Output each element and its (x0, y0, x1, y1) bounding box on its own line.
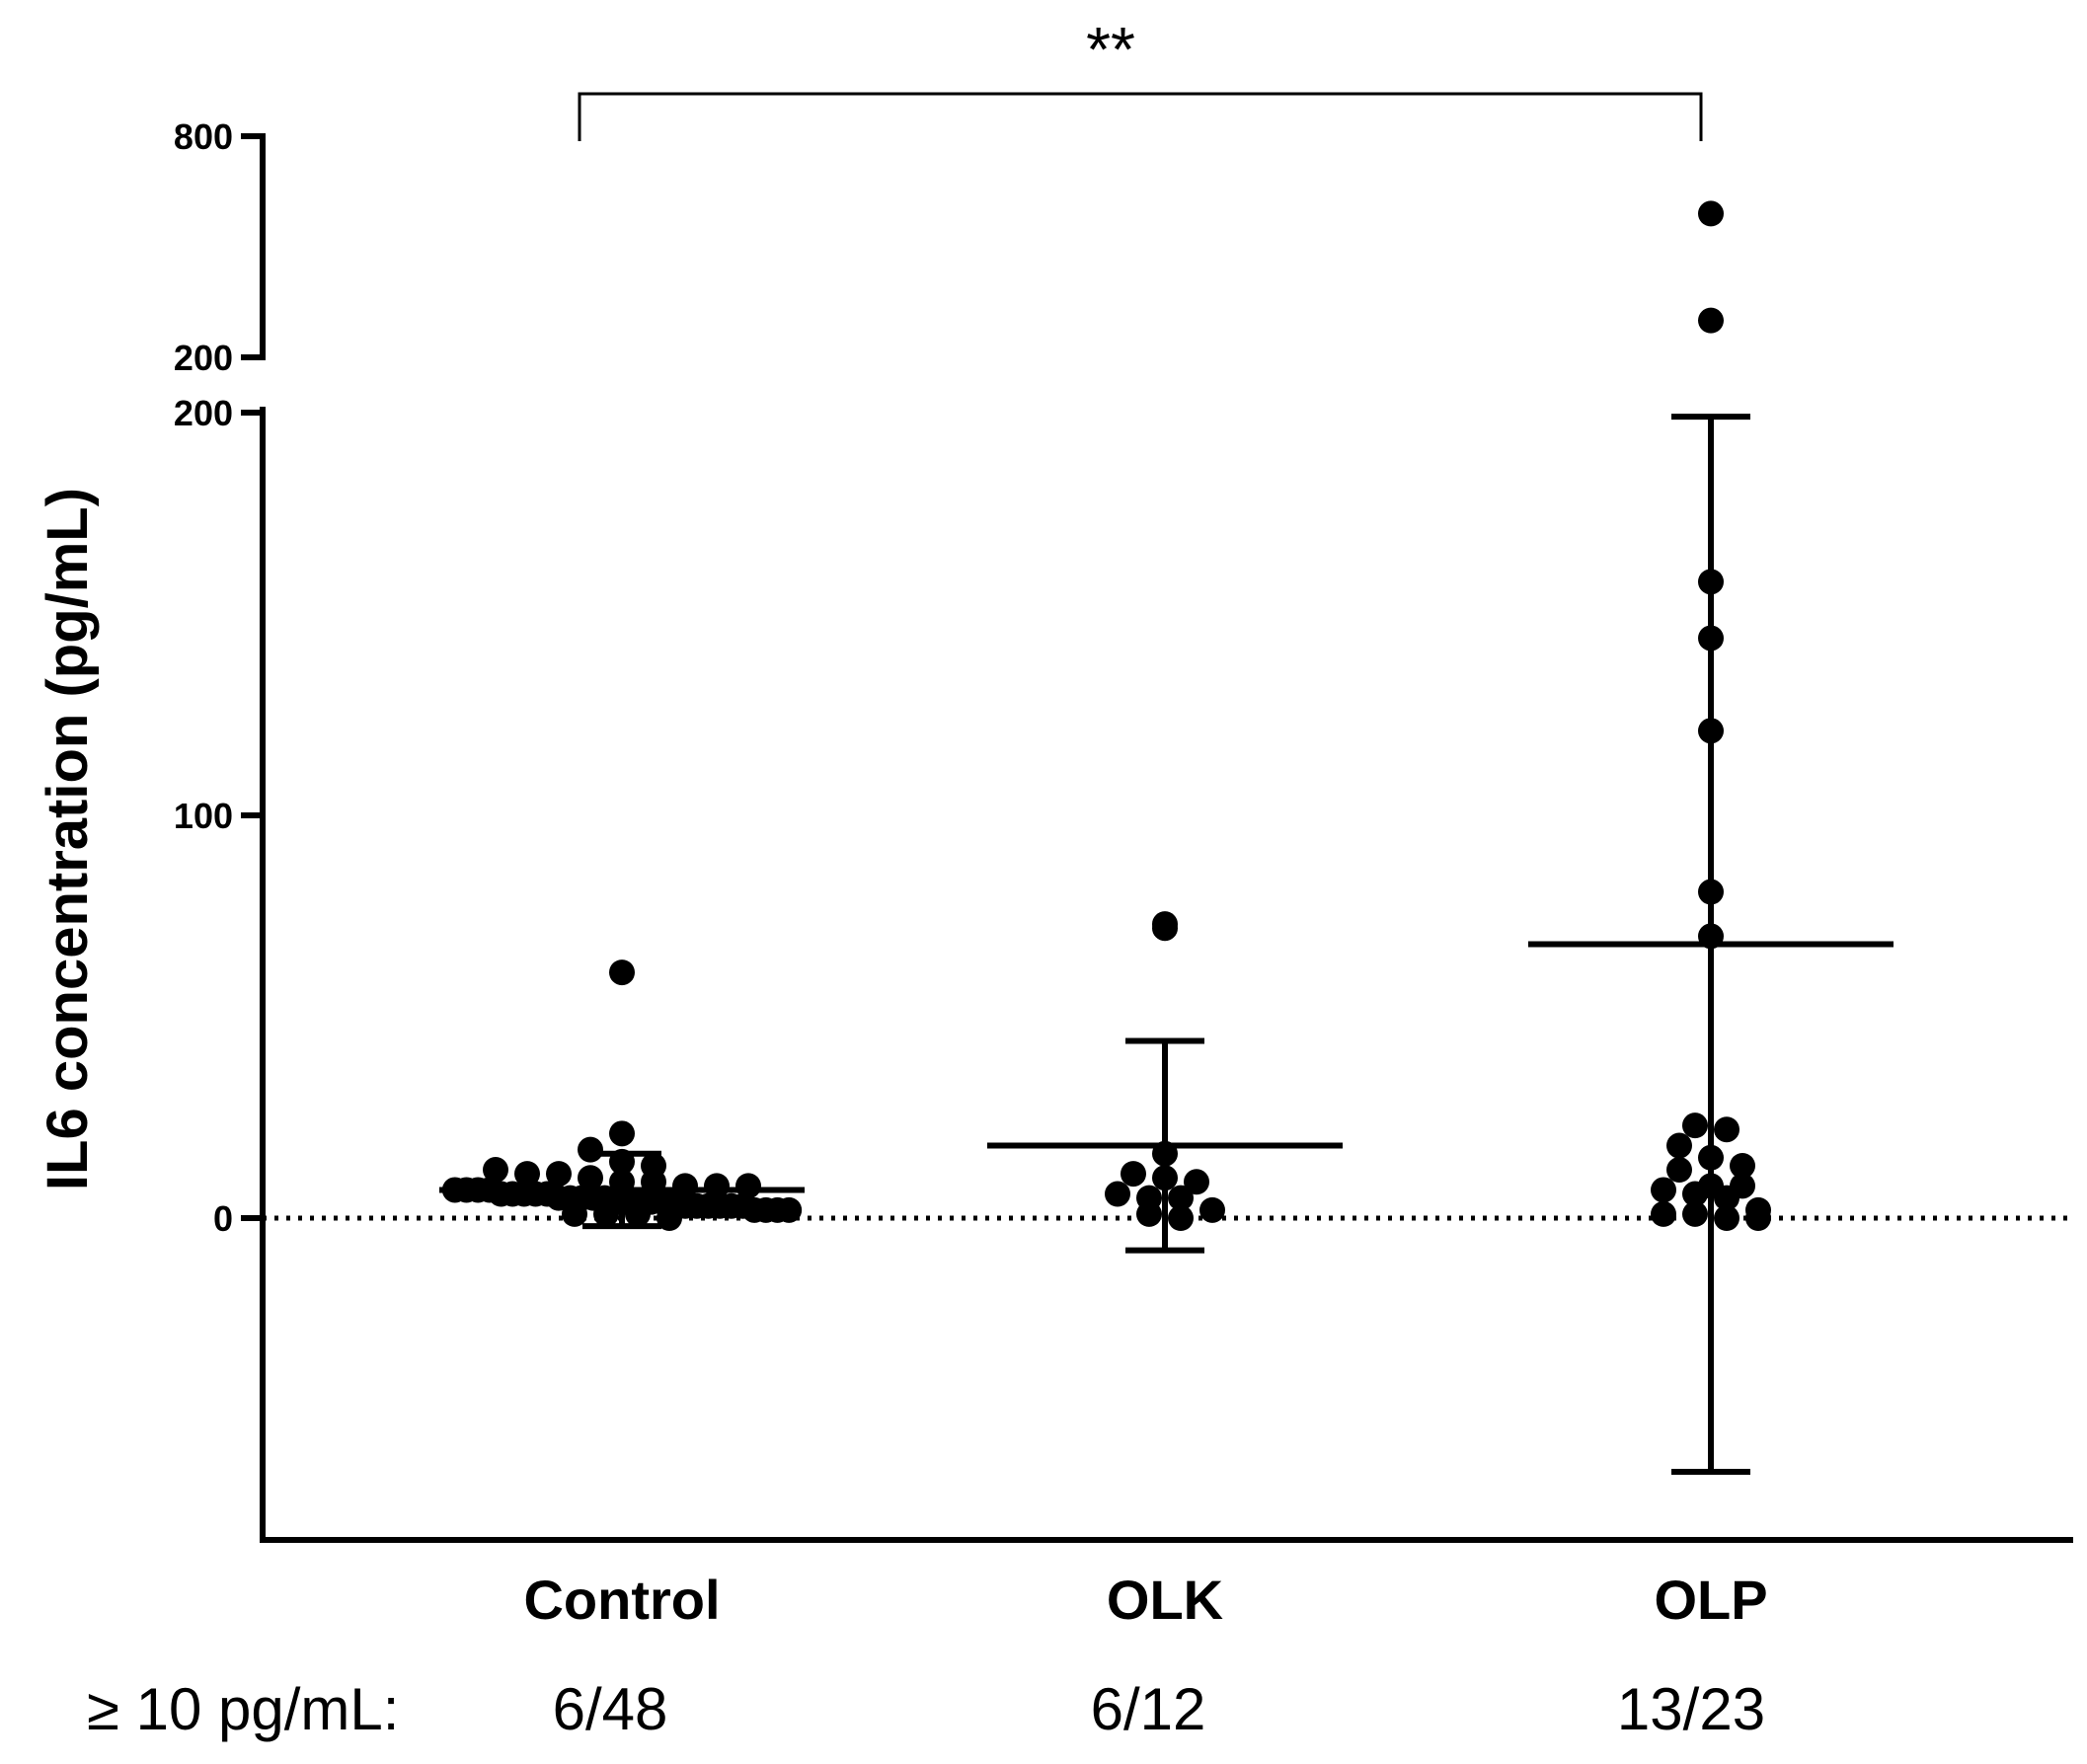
data-point-olp (1698, 307, 1724, 334)
count-olk: 6/12 (1091, 1676, 1206, 1742)
category-label-olp: OLP (1654, 1569, 1767, 1631)
data-point-olp (1651, 1177, 1676, 1203)
data-point-olk (1184, 1169, 1209, 1195)
y-tick-label: 800 (174, 116, 233, 157)
data-point-olp (1730, 1152, 1755, 1179)
data-point-olk (1199, 1196, 1225, 1223)
data-point-olk (1121, 1161, 1146, 1188)
data-point-olk (1136, 1200, 1162, 1227)
data-point-olp (1666, 1157, 1692, 1184)
data-point-control (578, 1136, 603, 1163)
data-point-control (776, 1196, 803, 1223)
y-tick-label: 200 (174, 393, 233, 433)
data-point-control (593, 1200, 619, 1227)
data-point-olp (1745, 1205, 1771, 1231)
y-tick-label: 100 (174, 796, 233, 836)
count-control: 6/48 (553, 1676, 668, 1742)
data-point-olk (1105, 1181, 1130, 1207)
significance-label: ** (1086, 14, 1135, 85)
data-point-olp (1666, 1132, 1692, 1159)
data-point-olk (1168, 1205, 1194, 1231)
data-point-olk (1168, 1185, 1194, 1211)
y-axis-label: IL6 concentration (pg/mL) (36, 488, 100, 1190)
data-point-olp (1682, 1181, 1708, 1207)
data-point-olp (1714, 1116, 1739, 1143)
data-point-olp (1698, 200, 1724, 227)
data-point-control (546, 1161, 572, 1188)
category-label-control: Control (523, 1569, 720, 1631)
data-point-control (578, 1165, 603, 1191)
data-point-control (514, 1161, 540, 1188)
data-point-control (562, 1200, 587, 1227)
count-olp: 13/23 (1617, 1676, 1765, 1742)
data-point-olp (1714, 1205, 1739, 1231)
y-tick-label: 200 (174, 338, 233, 378)
data-point-olp (1682, 1112, 1708, 1139)
data-point-control (609, 1120, 635, 1147)
data-point-control (483, 1157, 508, 1184)
y-tick-label: 0 (213, 1198, 233, 1239)
data-point-control (609, 959, 635, 986)
data-point-control (625, 1200, 651, 1227)
data-point-control (657, 1205, 682, 1231)
significance-bracket (578, 92, 1703, 141)
data-point-olp (1682, 1200, 1708, 1227)
data-point-olk (1152, 915, 1178, 942)
count-row-label: ≥ 10 pg/mL: (87, 1676, 399, 1742)
data-point-olp (1714, 1185, 1739, 1211)
data-point-olp (1651, 1200, 1676, 1227)
category-label-olk: OLK (1107, 1569, 1223, 1631)
